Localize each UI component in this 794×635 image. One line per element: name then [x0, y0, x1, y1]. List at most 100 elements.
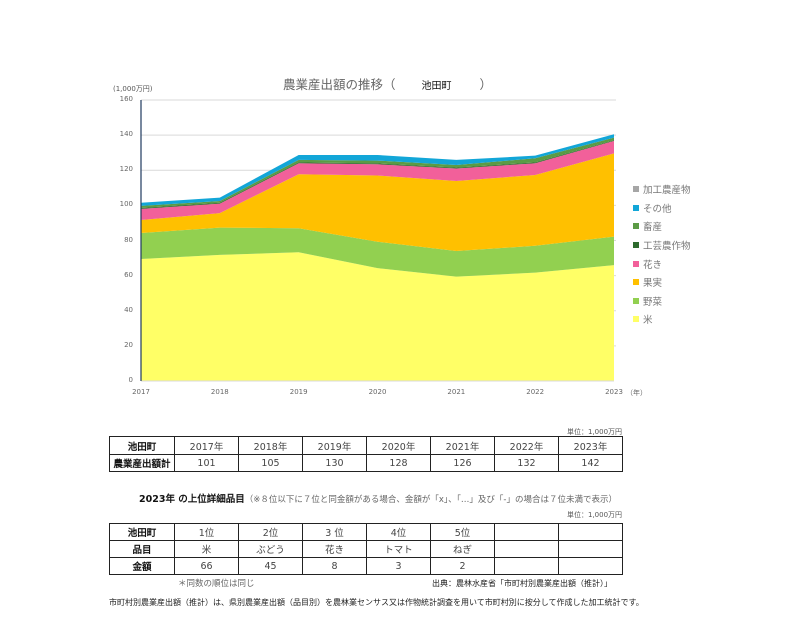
item-cell: 花き — [302, 540, 367, 558]
total-value-cell: 105 — [238, 454, 303, 472]
legend-swatch — [633, 186, 639, 193]
chart-legend: 加工農産物その他畜産工芸農作物花き果実野菜米 — [633, 180, 691, 329]
source-note: 出典：農林水産省「市町村別農業産出額（推計）」 — [432, 579, 612, 588]
area-series — [141, 140, 614, 220]
ranking-header-town: 池田町 — [109, 523, 175, 541]
item-cell: トマト — [366, 540, 431, 558]
legend-swatch — [633, 223, 639, 230]
y-tick-label: 100 — [119, 200, 133, 209]
totals-unit: 単位：1,000万円 — [567, 428, 623, 436]
totals-header-town: 池田町 — [109, 436, 175, 455]
x-tick-label: 2019 — [289, 388, 308, 396]
year-header-cell: 2018年 — [238, 436, 303, 455]
chart-areas — [141, 134, 614, 382]
ranking-title: 2023年 の上位詳細品目（※８位以下に７位と同金額がある場合、金額が「x」、「… — [139, 494, 617, 505]
legend-label: 工芸農作物 — [643, 241, 691, 253]
legend-item: 加工農産物 — [633, 180, 691, 199]
y-tick-label: 60 — [124, 270, 133, 279]
totals-row-label: 農業産出額計 — [109, 454, 175, 472]
item-cell: ぶどう — [238, 540, 303, 558]
rank-cell: 4位 — [366, 523, 431, 541]
legend-label: 果実 — [643, 278, 663, 290]
legend-item: 工芸農作物 — [633, 236, 691, 255]
x-axis-unit: （年） — [626, 389, 647, 397]
ranking-note: （※８位以下に７位と同金額がある場合、金額が「x」、「…」及び「-」の場合は７位… — [244, 495, 617, 505]
ranking-item-row: 品目 米ぶどう 花き トマト ねぎ — [109, 540, 623, 558]
totals-header-row: 池田町 2017年 2018年 2019年 2020年 2021年 2022年 2023年 — [109, 436, 623, 455]
amount-cell: 2 — [430, 557, 495, 575]
area-series — [141, 252, 614, 381]
tie-note: ＊同数の順位は同じ — [178, 579, 255, 589]
legend-item: その他 — [633, 199, 691, 218]
y-tick-label: 120 — [119, 165, 133, 174]
total-value-cell: 132 — [494, 454, 559, 472]
ranking-amount-row: 金額 66 45 8 3 2 — [109, 557, 623, 575]
y-tick-label: 80 — [124, 235, 133, 244]
area-series — [141, 153, 614, 252]
rank-cell: 2位 — [238, 523, 303, 541]
ranking-unit: 単位：1,000万円 — [567, 511, 623, 519]
x-tick-label: 2020 — [368, 388, 387, 396]
x-tick-label: 2017 — [132, 388, 150, 396]
legend-item: 米 — [633, 310, 691, 329]
totals-value-row: 農業産出額計 101 105 130 128 126 132 142 — [109, 454, 623, 472]
total-value-cell: 101 — [174, 454, 239, 472]
legend-item: 野菜 — [633, 292, 691, 311]
item-cell: ねぎ — [430, 540, 495, 558]
legend-swatch — [633, 279, 639, 286]
legend-label: 畜産 — [643, 222, 663, 234]
year-header-cell: 2023年 — [558, 436, 623, 455]
rank-cell: 3 位 — [302, 523, 367, 541]
amount-cell: 3 — [366, 557, 431, 575]
legend-label: 花き — [643, 259, 663, 271]
total-value-cell: 142 — [558, 454, 623, 472]
amount-cell — [558, 557, 623, 575]
chart-title: 農業産出額の推移（ 池田町） — [283, 77, 493, 92]
legend-label: その他 — [643, 203, 672, 215]
amount-cell: 66 — [174, 557, 239, 575]
ranking-item-label: 品目 — [109, 540, 175, 558]
legend-swatch — [633, 242, 639, 249]
legend-label: 加工農産物 — [643, 185, 691, 197]
legend-swatch — [633, 260, 639, 267]
area-series — [141, 227, 614, 277]
total-value-cell: 126 — [430, 454, 495, 472]
y-tick-label: 140 — [119, 130, 133, 139]
amount-cell: 45 — [238, 557, 303, 575]
chart-title-town: 池田町 — [421, 81, 452, 92]
x-tick-label: 2018 — [210, 388, 229, 396]
rank-cell — [558, 523, 623, 541]
total-value-cell: 130 — [302, 454, 367, 472]
stacked-area-chart — [140, 99, 616, 382]
y-axis-unit: (1,000万円) — [113, 85, 153, 93]
legend-item: 花き — [633, 254, 691, 273]
year-header-cell: 2021年 — [430, 436, 495, 455]
legend-label: 米 — [643, 315, 653, 327]
y-tick-label: 20 — [124, 340, 133, 349]
total-value-cell: 128 — [366, 454, 431, 472]
rank-cell: 5位 — [430, 523, 495, 541]
legend-item: 畜産 — [633, 217, 691, 236]
ranking-table: 池田町 1位 2位 3 位 4位 5位 品目 米ぶどう 花き トマト ねぎ 金額 66 45 8 3… — [109, 523, 623, 575]
item-cell: 米 — [174, 540, 239, 558]
rank-cell: 1位 — [174, 523, 239, 541]
year-header-cell: 2017年 — [174, 436, 239, 455]
x-tick-label: 2022 — [526, 388, 545, 396]
ranking-amount-label: 金額 — [109, 557, 175, 575]
y-tick-label: 0 — [128, 376, 133, 384]
rank-cell — [494, 523, 559, 541]
year-header-cell: 2020年 — [366, 436, 431, 455]
ranking-rank-row: 池田町 1位 2位 3 位 4位 5位 — [109, 523, 623, 541]
amount-cell — [494, 557, 559, 575]
legend-swatch — [633, 316, 639, 323]
footnote: 市町村別農業産出額（推計）は、県別農業産出額（品目別）を農林業センサス又は作物統… — [109, 598, 644, 607]
legend-swatch — [633, 204, 639, 211]
legend-swatch — [633, 297, 639, 304]
legend-item: 果実 — [633, 273, 691, 292]
year-header-cell: 2019年 — [302, 436, 367, 455]
year-header-cell: 2022年 — [494, 436, 559, 455]
item-cell — [494, 540, 559, 558]
amount-cell: 8 — [302, 557, 367, 575]
x-tick-label: 2023 — [605, 388, 623, 396]
y-tick-label: 40 — [124, 305, 133, 314]
